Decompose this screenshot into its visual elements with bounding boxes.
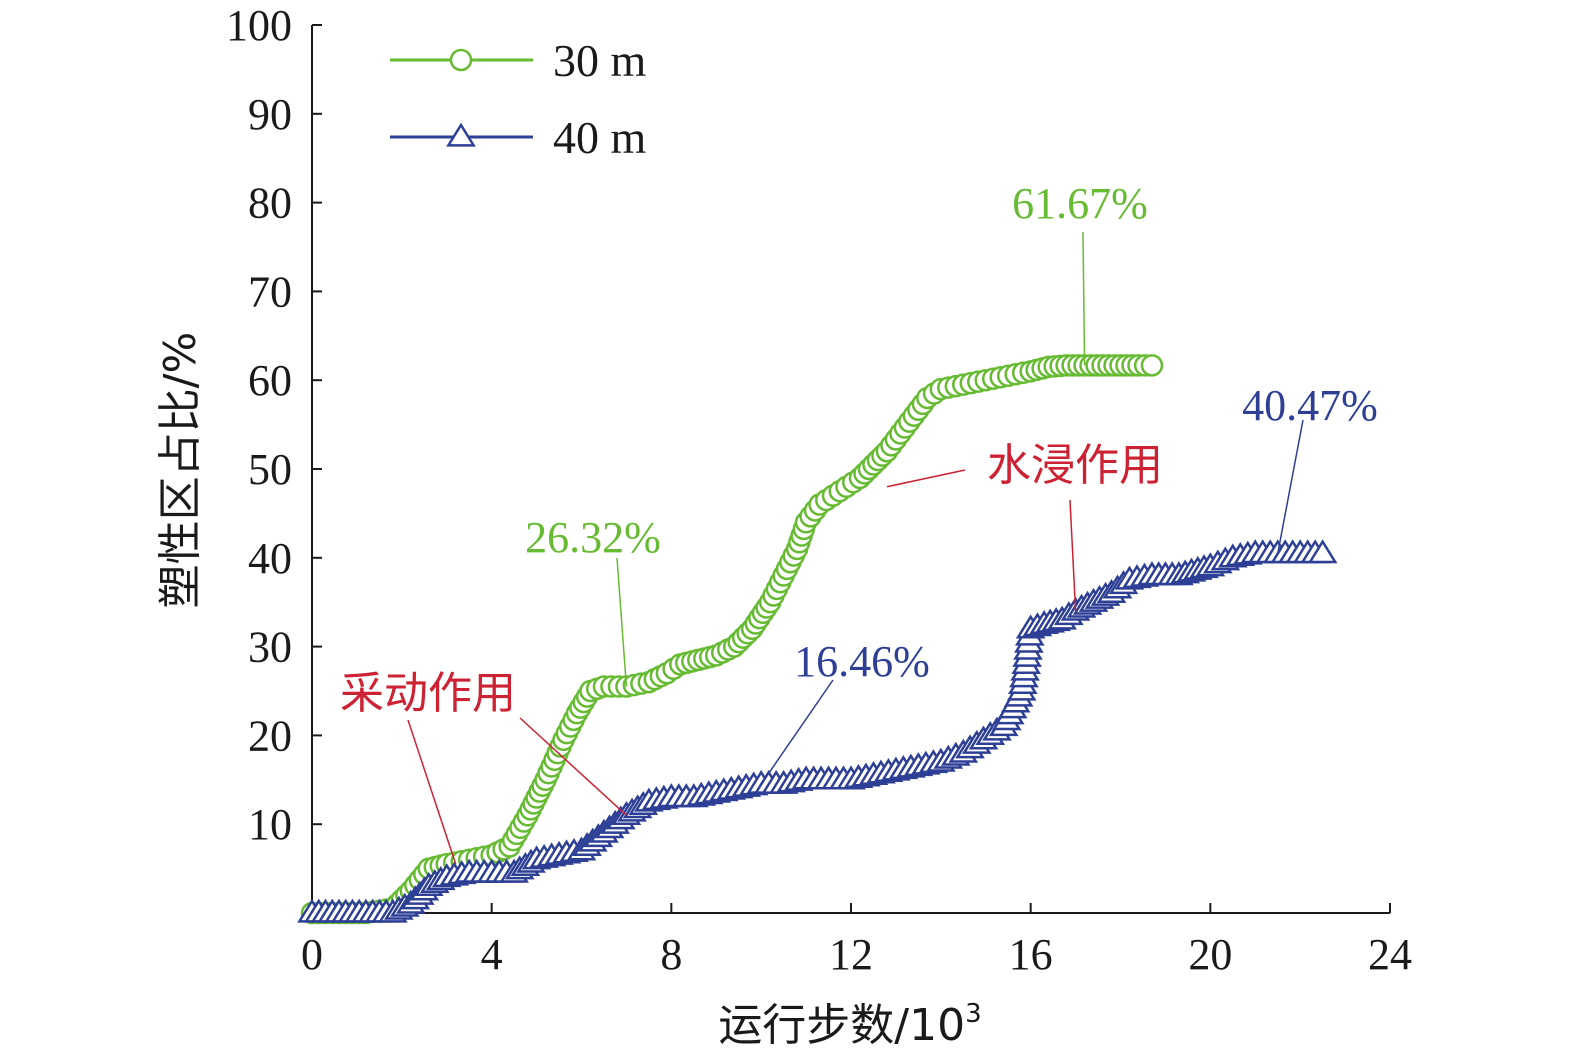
y-tick-label: 60 (248, 356, 292, 405)
annotation-leader (1069, 499, 1077, 612)
x-axis-title-superscript: 3 (965, 999, 982, 1029)
annotation: 40.47% (1242, 381, 1378, 554)
y-tick-label: 80 (248, 179, 292, 228)
annotation-leader (407, 719, 457, 865)
annotation-leader (1082, 231, 1086, 366)
series-point (1307, 539, 1338, 564)
annotation: 水浸作用 (886, 440, 1163, 491)
annotation-leader (886, 469, 966, 488)
annotation-leader (519, 717, 627, 816)
annotation-leader (1276, 419, 1304, 554)
series-layer (297, 354, 1338, 925)
annotation: 26.32% (525, 513, 661, 687)
annotation-label: 水浸作用 (987, 440, 1163, 491)
legend: 30 m 40 m (390, 35, 647, 163)
legend-label: 40 m (553, 112, 647, 163)
y-tick-label: 100 (226, 1, 292, 50)
x-axis-ticks: 0 4 8 12 16 20 24 (301, 903, 1412, 979)
annotation-label: 采动作用 (340, 668, 516, 719)
legend-label: 30 m (553, 35, 647, 86)
legend-marker (449, 48, 473, 72)
y-tick-label: 50 (248, 445, 292, 494)
annotation-label: 26.32% (525, 513, 661, 562)
series-1 (300, 354, 1164, 925)
x-axis-title: 运行步数/103 (718, 999, 981, 1051)
annotation-leader (760, 679, 834, 785)
x-tick-label: 16 (1009, 930, 1053, 979)
annotation-label: 61.67% (1012, 179, 1148, 228)
annotation-label: 40.47% (1242, 381, 1378, 430)
y-tick-label: 90 (248, 90, 292, 139)
x-tick-label: 8 (660, 930, 682, 979)
x-tick-label: 20 (1188, 930, 1232, 979)
y-axis-ticks: 10 20 30 40 50 60 70 80 90 100 (226, 1, 322, 849)
legend-item: 40 m (390, 112, 647, 163)
series-point (1140, 354, 1164, 377)
y-axis-title: 塑性区占比/% (155, 332, 206, 609)
y-tick-label: 70 (248, 267, 292, 316)
series-2 (297, 539, 1338, 923)
y-tick-label: 30 (248, 623, 292, 672)
y-tick-label: 40 (248, 534, 292, 583)
annotation: 采动作用 (340, 668, 516, 865)
y-tick-label: 10 (248, 800, 292, 849)
legend-item: 30 m (390, 35, 647, 86)
x-tick-label: 12 (829, 930, 873, 979)
y-tick-label: 20 (248, 711, 292, 760)
annotation: 61.67% (1012, 179, 1148, 366)
x-tick-label: 0 (301, 930, 323, 979)
x-axis-title-text: 运行步数/10 (718, 1000, 965, 1051)
legend-marker (446, 122, 476, 147)
annotation: 16.46% (760, 637, 930, 785)
x-tick-label: 4 (481, 930, 503, 979)
annotation-label: 16.46% (794, 637, 930, 686)
x-tick-label: 24 (1368, 930, 1412, 979)
annotation-leader (616, 557, 628, 687)
axes: 0 4 8 12 16 20 24 10 20 30 40 50 60 70 80 90 100 (226, 1, 1412, 979)
